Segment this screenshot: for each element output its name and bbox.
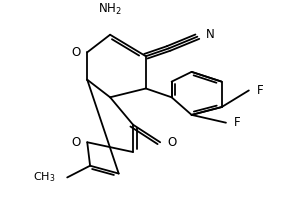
Text: NH$_2$: NH$_2$: [98, 2, 122, 17]
Text: F: F: [257, 84, 264, 97]
Text: O: O: [71, 46, 80, 59]
Text: O: O: [71, 136, 80, 149]
Text: N: N: [206, 28, 214, 41]
Text: CH$_3$: CH$_3$: [33, 171, 56, 184]
Text: F: F: [234, 116, 241, 129]
Text: O: O: [167, 136, 176, 149]
